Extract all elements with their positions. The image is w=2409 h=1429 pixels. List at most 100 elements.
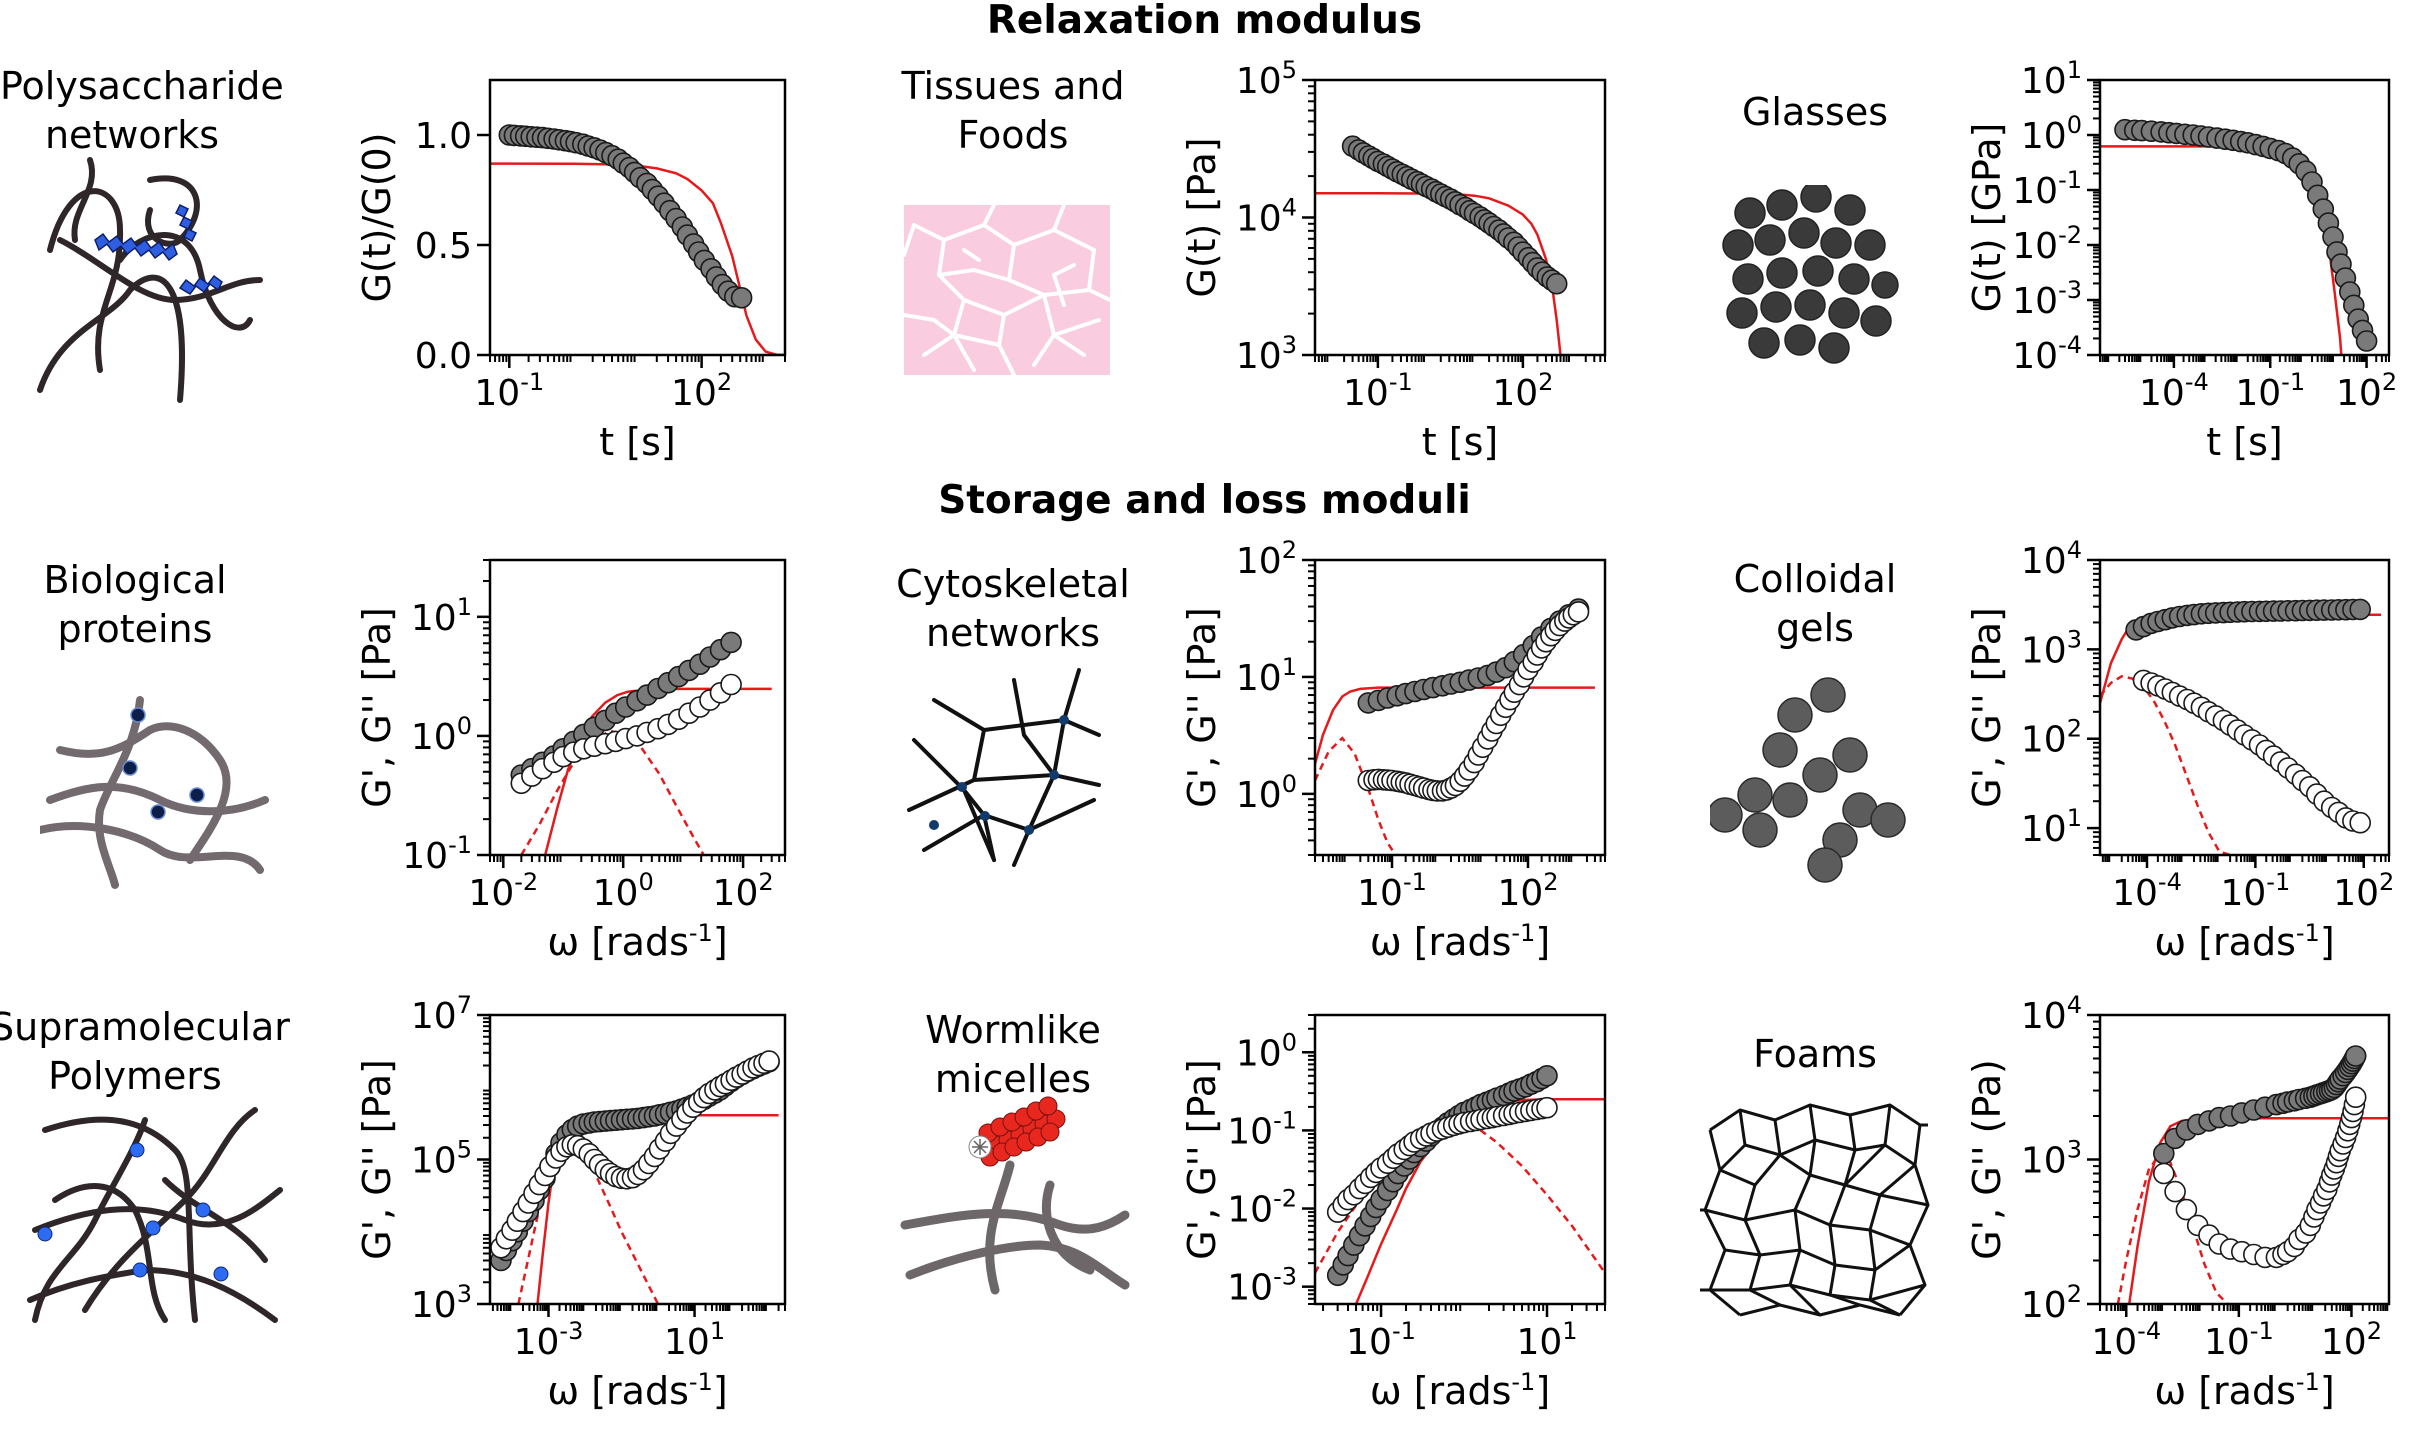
wormlike-micelles-illustration <box>900 1096 1130 1295</box>
label-tissues: Tissues and Foods <box>868 62 1158 160</box>
label-bio-proteins: Biological proteins <box>20 556 250 654</box>
data-point-filled <box>720 631 742 654</box>
fit-line-dashed <box>2116 1151 2229 1304</box>
tissue-pattern-illustration <box>904 205 1110 375</box>
y-tick-label: 0.5 <box>415 226 472 267</box>
x-axis-label: ω [rads-1] <box>547 919 727 964</box>
x-tick-label: 102 <box>2321 1317 2382 1363</box>
y-tick-label: 101 <box>1236 653 1297 699</box>
axes-frame <box>488 558 787 857</box>
fit-line-dashed <box>1315 736 1397 855</box>
y-axis-label: G', G'' (Pa) <box>1965 1059 2009 1260</box>
y-tick-label: 105 <box>1236 60 1297 102</box>
x-axis-label: ω [rads-1] <box>2154 919 2334 964</box>
y-tick-label: 104 <box>2021 995 2082 1037</box>
plot-area <box>2100 598 2381 855</box>
label-line: Tissues and <box>901 64 1125 108</box>
x-tick-label: 10-1 <box>1343 368 1413 414</box>
glass-particles-illustration <box>1722 185 1899 364</box>
x-tick-label: 102 <box>671 368 732 414</box>
data-point-open <box>758 1050 780 1072</box>
label-line: Cytoskeletal <box>896 562 1130 606</box>
y-tick-label: 104 <box>2021 540 2082 582</box>
x-tick-label: 10-3 <box>514 1317 584 1363</box>
label-foams: Foams <box>1690 1030 1940 1079</box>
y-tick-label: 100 <box>1236 1028 1297 1074</box>
x-tick-label: 10-1 <box>2235 368 2305 414</box>
y-axis-label: G', G'' [Pa] <box>1965 607 2009 808</box>
data-point-open <box>2153 1162 2175 1185</box>
x-tick-label: 102 <box>2333 868 2394 914</box>
axes-frame <box>488 78 787 357</box>
x-tick-label: 10-4 <box>2139 368 2209 414</box>
label-cytoskeletal: Cytoskeletal networks <box>868 560 1158 658</box>
x-tick-label: 10-1 <box>2220 868 2290 914</box>
y-tick-label: 10-3 <box>2012 276 2082 322</box>
y-tick-label: 100 <box>1236 770 1297 816</box>
y-tick-label: 10-1 <box>2012 166 2082 212</box>
axes-frame <box>2098 78 2391 357</box>
y-tick-label: 107 <box>411 995 472 1037</box>
x-tick-label: 100 <box>593 868 654 914</box>
label-wormlike: Wormlike micelles <box>868 1006 1158 1104</box>
label-line: Foams <box>1753 1032 1877 1076</box>
data-point-open <box>1567 601 1590 623</box>
section-title-storage-loss: Storage and loss moduli <box>938 478 1471 523</box>
chart-tissues: 10-1 102 103 104 105 t [s] G(t) [Pa] <box>1180 60 1607 464</box>
y-tick-label: 103 <box>2021 1136 2082 1182</box>
y-tick-label: 103 <box>411 1280 472 1326</box>
plot-area <box>510 631 772 855</box>
label-line: networks <box>44 113 220 157</box>
x-axis-label: ω [rads-1] <box>1370 919 1550 964</box>
label-line: Wormlike <box>925 1008 1101 1052</box>
x-tick-label: 10-1 <box>1357 868 1427 914</box>
plot-area <box>490 124 785 355</box>
y-tick-label: 100 <box>411 712 472 758</box>
x-tick-label: 102 <box>2336 368 2397 414</box>
label-line: micelles <box>934 1057 1092 1101</box>
label-line: Glasses <box>1741 90 1889 134</box>
fit-line <box>1315 686 1595 765</box>
chart-colloidal: 10-4 10-1 102 101 102 103 104 ω [rads-1] G', G''… <box>1965 540 2394 964</box>
label-line: Foods <box>957 113 1069 157</box>
chart-glasses: 10-4 10-1 102 10-4 10-3 10-2 10-1 100 101 t [s] G(… <box>1965 60 2397 464</box>
x-tick-label: 10-2 <box>468 868 538 914</box>
label-line: proteins <box>57 607 213 651</box>
micelle-cylinder <box>968 1096 1066 1167</box>
x-tick-label: 102 <box>1492 368 1553 414</box>
plot-area <box>1315 598 1595 855</box>
fit-line-dashed <box>2100 674 2231 855</box>
protein-network-illustration <box>40 696 269 889</box>
axes-frame <box>488 1013 787 1306</box>
x-axis-label: t [s] <box>1422 420 1498 464</box>
fit-line <box>490 162 785 355</box>
y-tick-label: 1.0 <box>415 116 472 157</box>
data-point-filled <box>2344 1045 2367 1067</box>
x-tick-label: 10-4 <box>2112 868 2182 914</box>
label-line: networks <box>925 611 1101 655</box>
y-axis-label: G', G'' [Pa] <box>355 1059 399 1260</box>
cytoskeletal-network-illustration <box>907 668 1101 867</box>
x-axis-label: t [s] <box>599 420 675 464</box>
x-tick-label: 101 <box>1516 1317 1577 1363</box>
axes-frame <box>2098 558 2391 857</box>
data-point-filled <box>2355 330 2378 352</box>
plot-area <box>2100 118 2378 355</box>
x-tick-label: 10-1 <box>1346 1317 1416 1363</box>
data-point-open <box>2349 811 2372 834</box>
y-tick-label: 105 <box>411 1136 472 1182</box>
x-tick-label: 101 <box>664 1317 725 1363</box>
axes-frame <box>1313 78 1607 357</box>
data-point-filled <box>1536 1065 1558 1087</box>
y-tick-label: 10-1 <box>402 831 472 877</box>
label-line: Supramolecular <box>0 1005 290 1049</box>
chart-supramolecular: 10-3 101 103 105 107 ω [rads-1] G', G'' [Pa] <box>355 995 787 1413</box>
y-axis-label: G', G'' [Pa] <box>355 607 399 808</box>
chart-foams: 10-4 10-1 102 102 103 104 ω [rads-1] G', G'' (P… <box>1965 995 2391 1413</box>
x-tick-label: 10-1 <box>474 368 544 414</box>
chart-cytoskeletal: 10-1 102 100 101 102 ω [rads-1] G', G'' [Pa] <box>1180 540 1607 964</box>
fit-line <box>1315 192 1562 355</box>
x-axis-label: ω [rads-1] <box>1370 1368 1550 1413</box>
label-line: gels <box>1776 606 1854 650</box>
data-point-open <box>1536 1096 1558 1119</box>
